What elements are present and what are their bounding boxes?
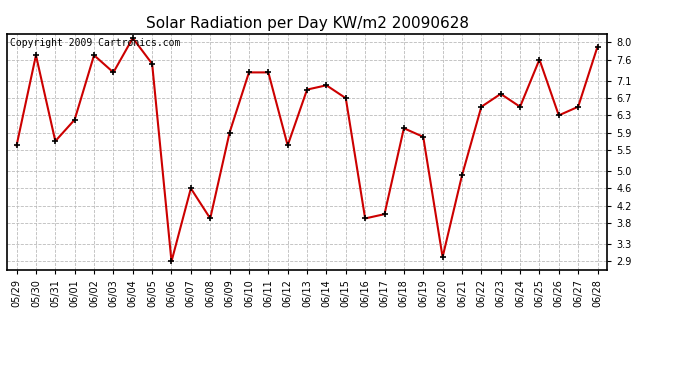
Text: Copyright 2009 Cartronics.com: Copyright 2009 Cartronics.com — [10, 39, 180, 48]
Title: Solar Radiation per Day KW/m2 20090628: Solar Radiation per Day KW/m2 20090628 — [146, 16, 469, 31]
